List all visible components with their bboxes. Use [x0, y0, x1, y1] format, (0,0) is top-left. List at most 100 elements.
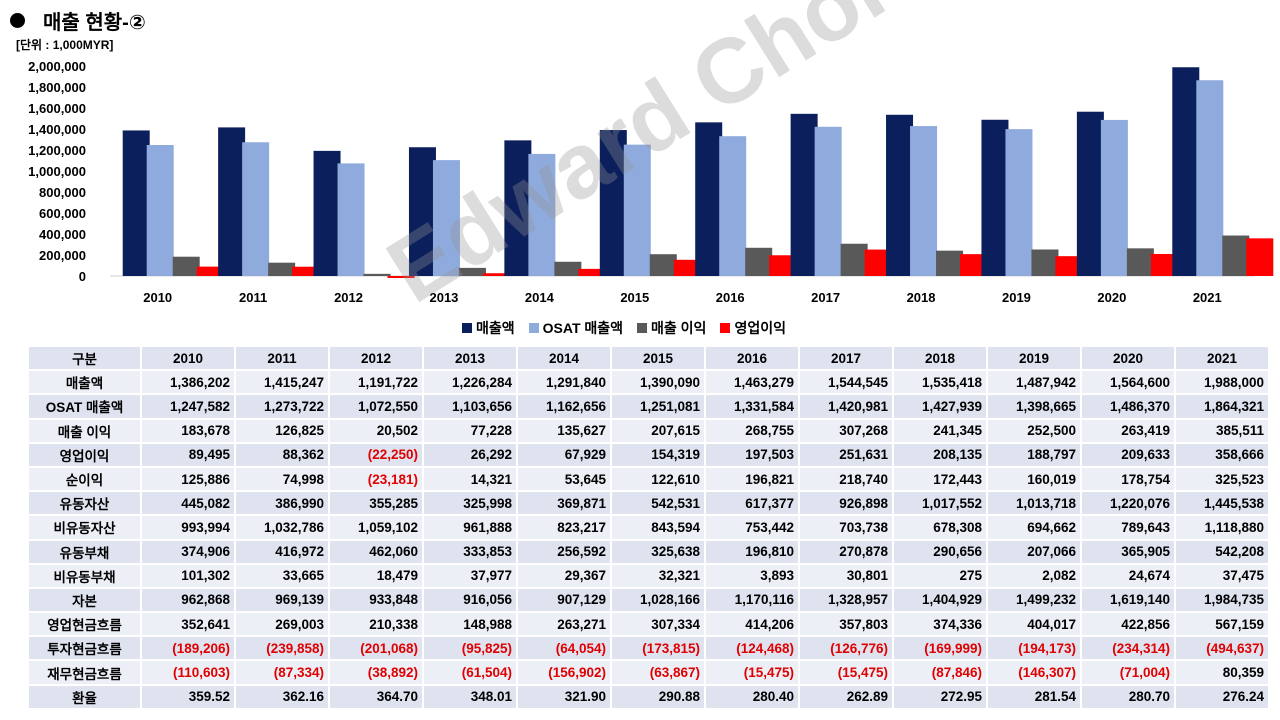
table-cell: 263,271	[517, 612, 612, 638]
table-cell: 1,226,284	[423, 370, 518, 396]
row-label: 유동부채	[29, 539, 142, 565]
table-cell: 269,003	[235, 612, 330, 638]
row-label: 영업현금흐름	[29, 612, 142, 638]
table-cell: 18,479	[329, 563, 424, 589]
table-cell: 414,206	[705, 612, 800, 638]
bar-OSAT-매출액-2015	[623, 144, 651, 276]
chart-legend: 매출액 OSAT 매출액 매출 이익 영업이익	[462, 318, 786, 338]
table-cell: 275	[893, 563, 988, 589]
table-cell: 1,273,722	[235, 394, 330, 420]
x-tick-label: 2012	[334, 290, 363, 305]
table-cell: 823,217	[517, 515, 612, 541]
table-cell: 207,615	[611, 418, 706, 444]
legend-label: 매출 이익	[651, 320, 707, 336]
table-cell: 1,220,076	[1081, 491, 1176, 517]
table-cell: 1,398,665	[987, 394, 1082, 420]
table-cell: (156,902)	[517, 660, 612, 686]
table-cell: 268,755	[705, 418, 800, 444]
table-cell: 1,162,656	[517, 394, 612, 420]
y-tick-label: 1,200,000	[28, 143, 86, 158]
x-tick-label: 2015	[620, 290, 649, 305]
table-cell: 753,442	[705, 515, 800, 541]
table-cell: 1,445,538	[1175, 491, 1270, 517]
table-cell: (201,068)	[329, 636, 424, 662]
bar-영업이익-2011	[292, 266, 320, 276]
table-cell: 252,500	[987, 418, 1082, 444]
table-header-cell: 2019	[987, 347, 1082, 372]
table-cell: 3,893	[705, 563, 800, 589]
table-row: 유동자산 445,082 386,990 355,285 325,998 369,871 5…	[29, 491, 1270, 517]
table-cell: 32,321	[611, 563, 706, 589]
table-cell: (110,603)	[141, 660, 236, 686]
bar-매출액-2013	[408, 147, 436, 276]
table-cell: 14,321	[423, 466, 518, 493]
table-cell: 178,754	[1081, 466, 1176, 493]
table-header-cell: 구분	[29, 347, 142, 372]
table-cell: 172,443	[893, 466, 988, 493]
table-cell: 281.54	[987, 684, 1082, 710]
table-cell: 325,523	[1175, 466, 1270, 493]
table-cell: 1,619,140	[1081, 587, 1176, 614]
table-cell: 1,247,582	[141, 394, 236, 420]
y-tick-label: 400,000	[39, 227, 86, 242]
bar-매출액-2019	[981, 119, 1009, 277]
table-cell: 542,531	[611, 491, 706, 517]
y-tick-label: 200,000	[39, 248, 86, 263]
table-cell: 53,645	[517, 466, 612, 493]
legend-swatch	[528, 323, 539, 333]
bar-영업이익-2016	[769, 255, 797, 276]
y-tick-label: 1,000,000	[28, 164, 86, 179]
bar-OSAT-매출액-2014	[528, 153, 556, 276]
page-title-text: 매출 현황-②	[43, 12, 146, 34]
y-tick-label: 2,000,000	[28, 59, 86, 74]
table-cell: 26,292	[423, 442, 518, 468]
table-cell: 1,535,418	[893, 370, 988, 396]
table-cell: 362.16	[235, 684, 330, 710]
table-cell: 1,427,939	[893, 394, 988, 420]
table-row: 환율 359.52 362.16 364.70 348.01 321.90 290.88 28…	[29, 684, 1270, 710]
table-cell: 263,419	[1081, 418, 1176, 444]
table-cell: (87,846)	[893, 660, 988, 686]
table-cell: 1,291,840	[517, 370, 612, 396]
table-cell: 325,638	[611, 539, 706, 565]
table-cell: 357,803	[799, 612, 894, 638]
table-cell: (61,504)	[423, 660, 518, 686]
legend-item: OSAT 매출액	[528, 318, 623, 338]
table-cell: 37,977	[423, 563, 518, 589]
x-tick-label: 2016	[716, 290, 745, 305]
table-row: 투자현금흐름 (189,206) (239,858) (201,068) (95,825…	[29, 636, 1270, 662]
legend-swatch	[637, 323, 648, 333]
table-row: 자본 962,868 969,139 933,848 916,056 907,129 1,0…	[29, 587, 1270, 614]
bar-매출-이익-2012	[363, 273, 391, 276]
x-tick-label: 2020	[1097, 290, 1126, 305]
table-row: 유동부채 374,906 416,972 462,060 333,853 256,592 3…	[29, 539, 1270, 565]
table-cell: 355,285	[329, 491, 424, 517]
table-cell: 1,032,786	[235, 515, 330, 541]
bar-영업이익-2012	[387, 276, 415, 278]
table-cell: 30,801	[799, 563, 894, 589]
table-cell: 542,208	[1175, 539, 1270, 565]
y-tick-label: 800,000	[39, 185, 86, 200]
table-cell: 1,415,247	[235, 370, 330, 396]
table-cell: (15,475)	[799, 660, 894, 686]
table-cell: 926,898	[799, 491, 894, 517]
table-cell: (71,004)	[1081, 660, 1176, 686]
table-cell: 196,810	[705, 539, 800, 565]
x-tick-label: 2010	[143, 290, 172, 305]
table-cell: 1,463,279	[705, 370, 800, 396]
table-cell: 916,056	[423, 587, 518, 614]
table-cell: 374,906	[141, 539, 236, 565]
table-cell: 369,871	[517, 491, 612, 517]
table-header-cell: 2021	[1175, 347, 1270, 372]
table-cell: (95,825)	[423, 636, 518, 662]
bar-OSAT-매출액-2018	[910, 126, 938, 276]
bullet-icon	[10, 13, 25, 28]
bar-매출-이익-2010	[172, 256, 200, 276]
table-cell: 617,377	[705, 491, 800, 517]
bar-영업이익-2015	[673, 259, 701, 276]
bar-영업이익-2014	[578, 268, 606, 276]
table-cell: (126,776)	[799, 636, 894, 662]
bar-매출액-2010	[122, 130, 150, 276]
bar-매출-이익-2021	[1222, 235, 1250, 276]
bar-영업이익-2020	[1150, 253, 1178, 276]
